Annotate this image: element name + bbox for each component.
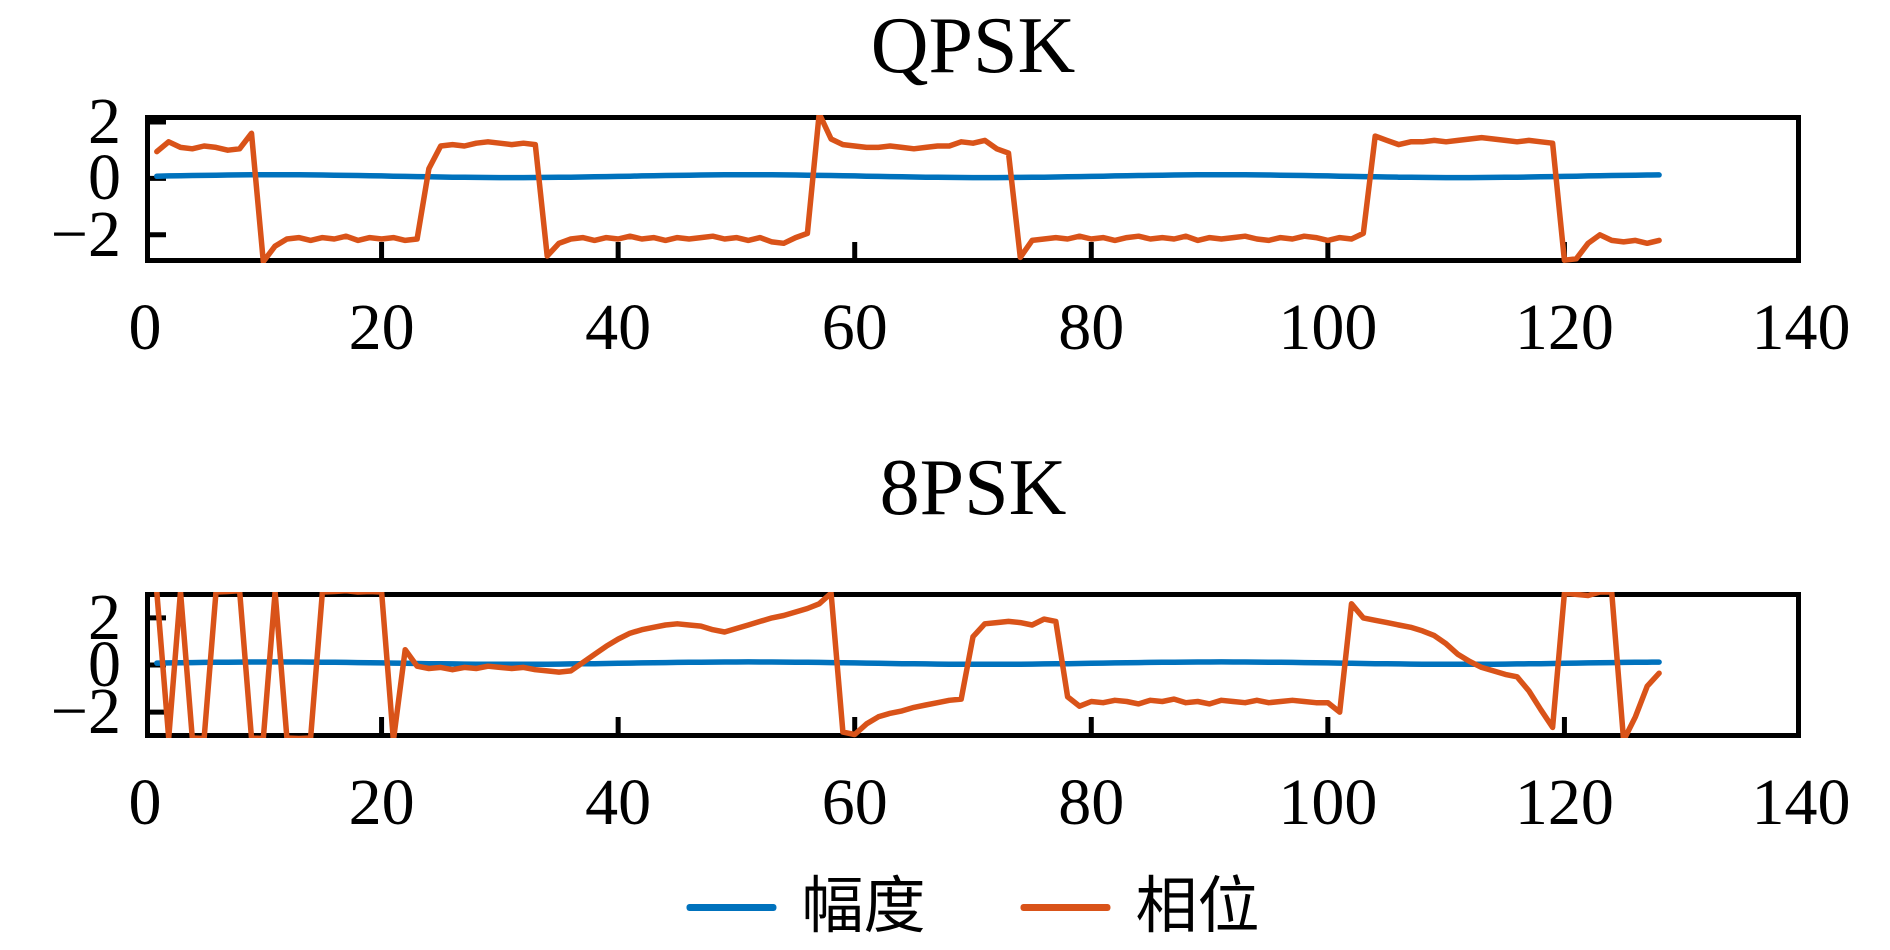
phase-legend-line xyxy=(1020,903,1111,911)
legend-item-phase: 相位 xyxy=(1020,872,1260,942)
x-tick-label: 0 xyxy=(128,766,162,839)
y-tick-label: 2 xyxy=(88,580,121,654)
phase-legend-label: 相位 xyxy=(1135,873,1260,941)
x-tick-label: 120 xyxy=(1514,291,1614,364)
x-tick-label: 140 xyxy=(1751,766,1851,839)
y-tick-label: −2 xyxy=(50,675,121,749)
x-tick-label: 80 xyxy=(1058,291,1125,364)
y-tick-label: 0 xyxy=(88,141,121,215)
amplitude-legend-label: 幅度 xyxy=(801,873,926,941)
qpsk-plot-area xyxy=(145,115,1801,263)
y-tick-label: −2 xyxy=(50,197,121,271)
amplitude-legend-line xyxy=(686,903,777,911)
axis-box xyxy=(145,592,1801,738)
x-tick-label: 20 xyxy=(348,766,415,839)
psk8-title: 8PSK xyxy=(879,444,1067,532)
x-tick-label: 40 xyxy=(585,291,652,364)
x-tick-label: 140 xyxy=(1751,291,1851,364)
x-tick-label: 80 xyxy=(1058,766,1125,839)
legend: 幅度 相位 xyxy=(686,872,1260,942)
psk8-plot-area xyxy=(145,592,1801,738)
x-tick-label: 60 xyxy=(821,291,888,364)
phase-line xyxy=(154,592,1662,738)
x-tick-label: 100 xyxy=(1278,766,1378,839)
x-tick-label: 0 xyxy=(128,291,162,364)
y-tick-label: 2 xyxy=(88,85,121,159)
axis-box xyxy=(145,115,1801,263)
amplitude-line xyxy=(154,172,1662,181)
x-tick-label: 120 xyxy=(1514,766,1614,839)
x-tick-label: 100 xyxy=(1278,291,1378,364)
qpsk-title: QPSK xyxy=(870,2,1076,90)
phase-line xyxy=(154,115,1662,263)
x-tick-label: 60 xyxy=(821,766,888,839)
amplitude-line xyxy=(154,659,1662,668)
y-tick-label: 0 xyxy=(88,628,121,701)
x-tick-label: 40 xyxy=(585,766,652,839)
legend-item-amplitude: 幅度 xyxy=(686,872,926,942)
x-tick-label: 20 xyxy=(348,291,415,364)
